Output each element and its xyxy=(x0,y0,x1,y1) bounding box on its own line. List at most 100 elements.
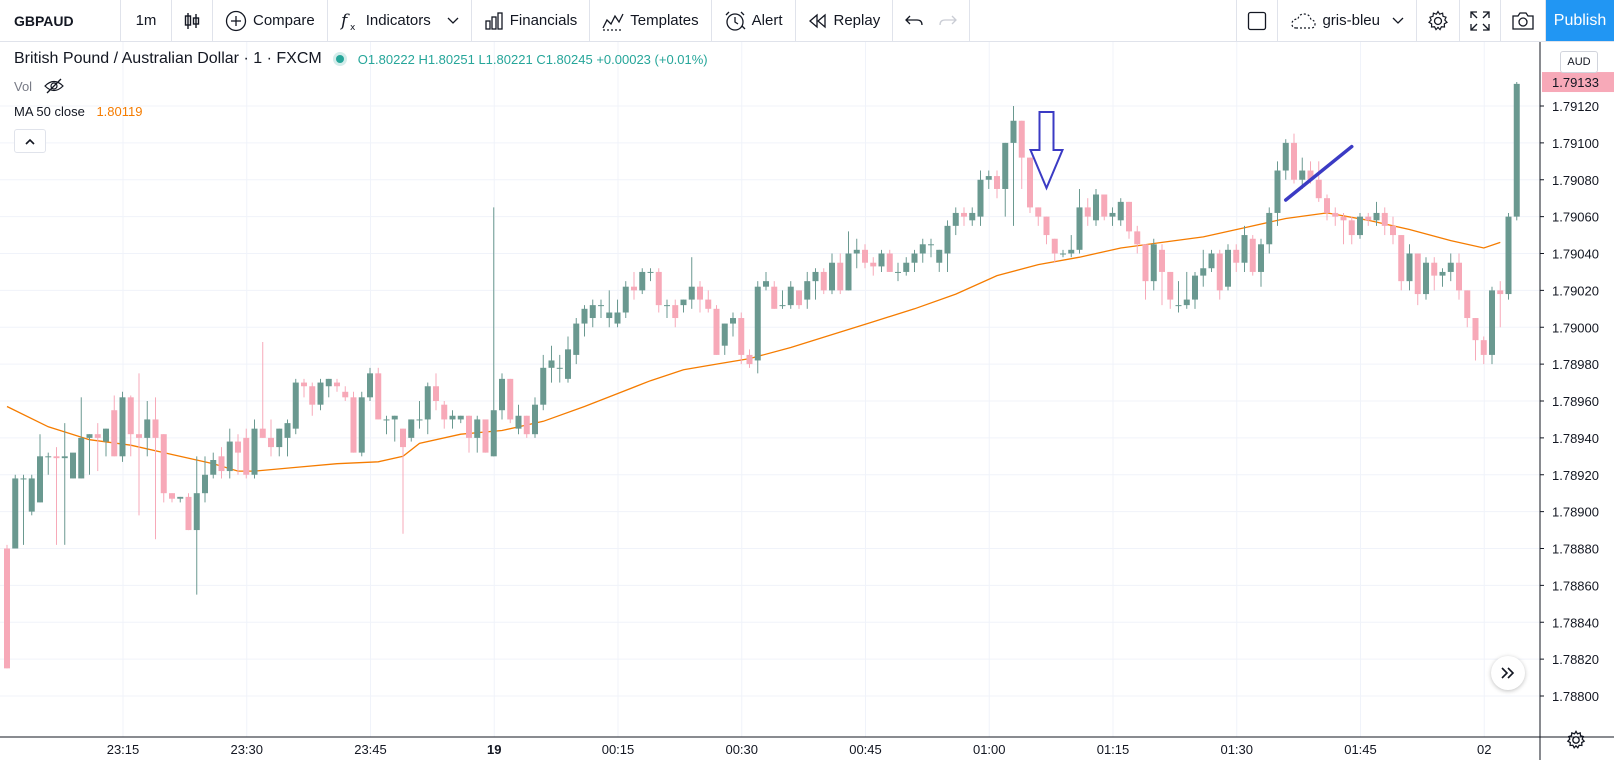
candle-body xyxy=(631,286,637,291)
snapshot-button[interactable] xyxy=(1501,0,1546,41)
candle-body xyxy=(763,281,769,287)
axes-layer: 1.78800 1.78820 1.78840 1.78860 1.78880 1.789… xyxy=(0,42,1614,760)
interval-button[interactable]: 1m xyxy=(121,0,172,41)
symbol-label: GBPAUD xyxy=(14,12,74,29)
candle-body xyxy=(647,271,654,273)
collapse-legend-button[interactable] xyxy=(14,129,46,153)
candle-body xyxy=(185,496,192,531)
legend-title: British Pound / Australian Dollar · 1 · … xyxy=(14,50,322,68)
replay-button[interactable]: Replay xyxy=(796,0,894,41)
candle-body xyxy=(1084,207,1091,217)
time-tick-label: 00:30 xyxy=(725,742,758,757)
price-chart[interactable]: 1.78800 1.78820 1.78840 1.78860 1.78880 1.789… xyxy=(0,42,1614,760)
chart-settings-button[interactable] xyxy=(1566,730,1586,755)
price-tick-label: 1.78900 xyxy=(1552,505,1599,520)
ma-series-line xyxy=(6,212,1501,472)
time-tick-label: 23:45 xyxy=(354,742,387,757)
candle-body xyxy=(1513,83,1520,217)
volume-legend: Vol xyxy=(14,78,64,94)
interval-label: 1m xyxy=(135,12,157,29)
alert-button[interactable]: Alert xyxy=(712,0,796,41)
redo-icon[interactable] xyxy=(939,14,958,28)
candle-body xyxy=(375,373,382,420)
candle-body xyxy=(1266,212,1273,245)
price-tick-label: 1.79060 xyxy=(1552,210,1599,225)
candle-body xyxy=(400,428,406,448)
candle-body xyxy=(713,308,720,355)
candle-body xyxy=(111,410,118,457)
candle-body xyxy=(160,434,167,494)
candle-body xyxy=(969,212,976,221)
candle-body xyxy=(1324,198,1330,213)
time-tick-label: 01:00 xyxy=(973,742,1006,757)
candle-body xyxy=(779,305,786,307)
candle-body xyxy=(820,271,827,291)
rewind-icon xyxy=(808,13,826,28)
fullscreen-layout-button[interactable] xyxy=(1237,0,1279,41)
legend-separator: · xyxy=(266,50,272,67)
currency-label[interactable]: AUD xyxy=(1560,51,1598,73)
candle-body xyxy=(177,496,184,499)
grid xyxy=(0,42,1540,737)
symbol-search-button[interactable]: GBPAUD xyxy=(0,0,121,41)
candle-body xyxy=(1027,157,1033,208)
ma-label[interactable]: MA 50 close xyxy=(14,104,85,119)
layout-name-button[interactable]: gris-bleu xyxy=(1278,0,1417,41)
candle-body xyxy=(482,419,489,453)
candle-body xyxy=(127,397,134,435)
financials-button[interactable]: Financials xyxy=(472,0,591,41)
legend-exchange: FXCM xyxy=(276,50,322,67)
candle-body xyxy=(796,290,802,306)
candle-body xyxy=(1076,207,1083,250)
candle-body xyxy=(1307,170,1314,180)
candle-body xyxy=(1035,207,1042,217)
plus-circle-icon xyxy=(225,10,247,31)
candle-body xyxy=(292,382,299,429)
price-tick-label: 1.78960 xyxy=(1552,394,1599,409)
candle-body xyxy=(581,308,588,324)
scroll-to-realtime-button[interactable] xyxy=(1491,656,1525,690)
candle-body xyxy=(1010,120,1017,143)
ohlc-values: O1.80222 H1.80251 L1.80221 C1.80245 +0.0… xyxy=(358,52,708,67)
candle-body xyxy=(936,249,943,263)
price-tick-label: 1.79080 xyxy=(1552,173,1599,188)
chart-style-button[interactable] xyxy=(172,0,213,41)
candle-body xyxy=(845,253,852,291)
fullscreen-button[interactable] xyxy=(1460,0,1501,41)
candle-body xyxy=(1175,305,1182,307)
candle-body xyxy=(193,493,200,531)
price-tick-label: 1.78920 xyxy=(1552,468,1599,483)
compare-button[interactable]: Compare xyxy=(213,0,328,41)
candle-body xyxy=(515,415,522,429)
candle-body xyxy=(589,305,596,319)
undo-icon[interactable] xyxy=(905,14,923,28)
candle-body xyxy=(334,382,340,387)
candle-body xyxy=(441,404,448,420)
candle-body xyxy=(1216,253,1223,291)
ma-value: 1.80119 xyxy=(96,104,143,119)
svg-text:x: x xyxy=(350,23,356,32)
price-tick-label: 1.79120 xyxy=(1552,99,1599,114)
candle-body xyxy=(1060,253,1066,255)
templates-button[interactable]: Templates xyxy=(590,0,712,41)
indicators-label: Indicators xyxy=(365,12,431,29)
publish-button[interactable]: Publish xyxy=(1546,0,1614,41)
candle-body xyxy=(144,419,151,438)
templates-icon xyxy=(602,13,624,31)
candle-body xyxy=(1142,244,1149,282)
legend-symbol-name[interactable]: British Pound / Australian Dollar xyxy=(14,50,239,67)
candle-body xyxy=(878,253,885,267)
candle-body xyxy=(474,419,481,438)
candle-body xyxy=(573,323,580,355)
settings-button[interactable] xyxy=(1417,0,1460,41)
time-tick-label: 19 xyxy=(487,742,501,757)
candle-body xyxy=(1381,212,1388,226)
templates-label: Templates xyxy=(630,12,699,29)
candle-body xyxy=(1456,262,1462,291)
chevron-up-icon xyxy=(25,138,35,145)
candle-body xyxy=(1241,235,1248,263)
eye-off-icon[interactable] xyxy=(44,78,64,94)
candle-body xyxy=(1505,216,1512,295)
candle-body xyxy=(1192,275,1198,300)
